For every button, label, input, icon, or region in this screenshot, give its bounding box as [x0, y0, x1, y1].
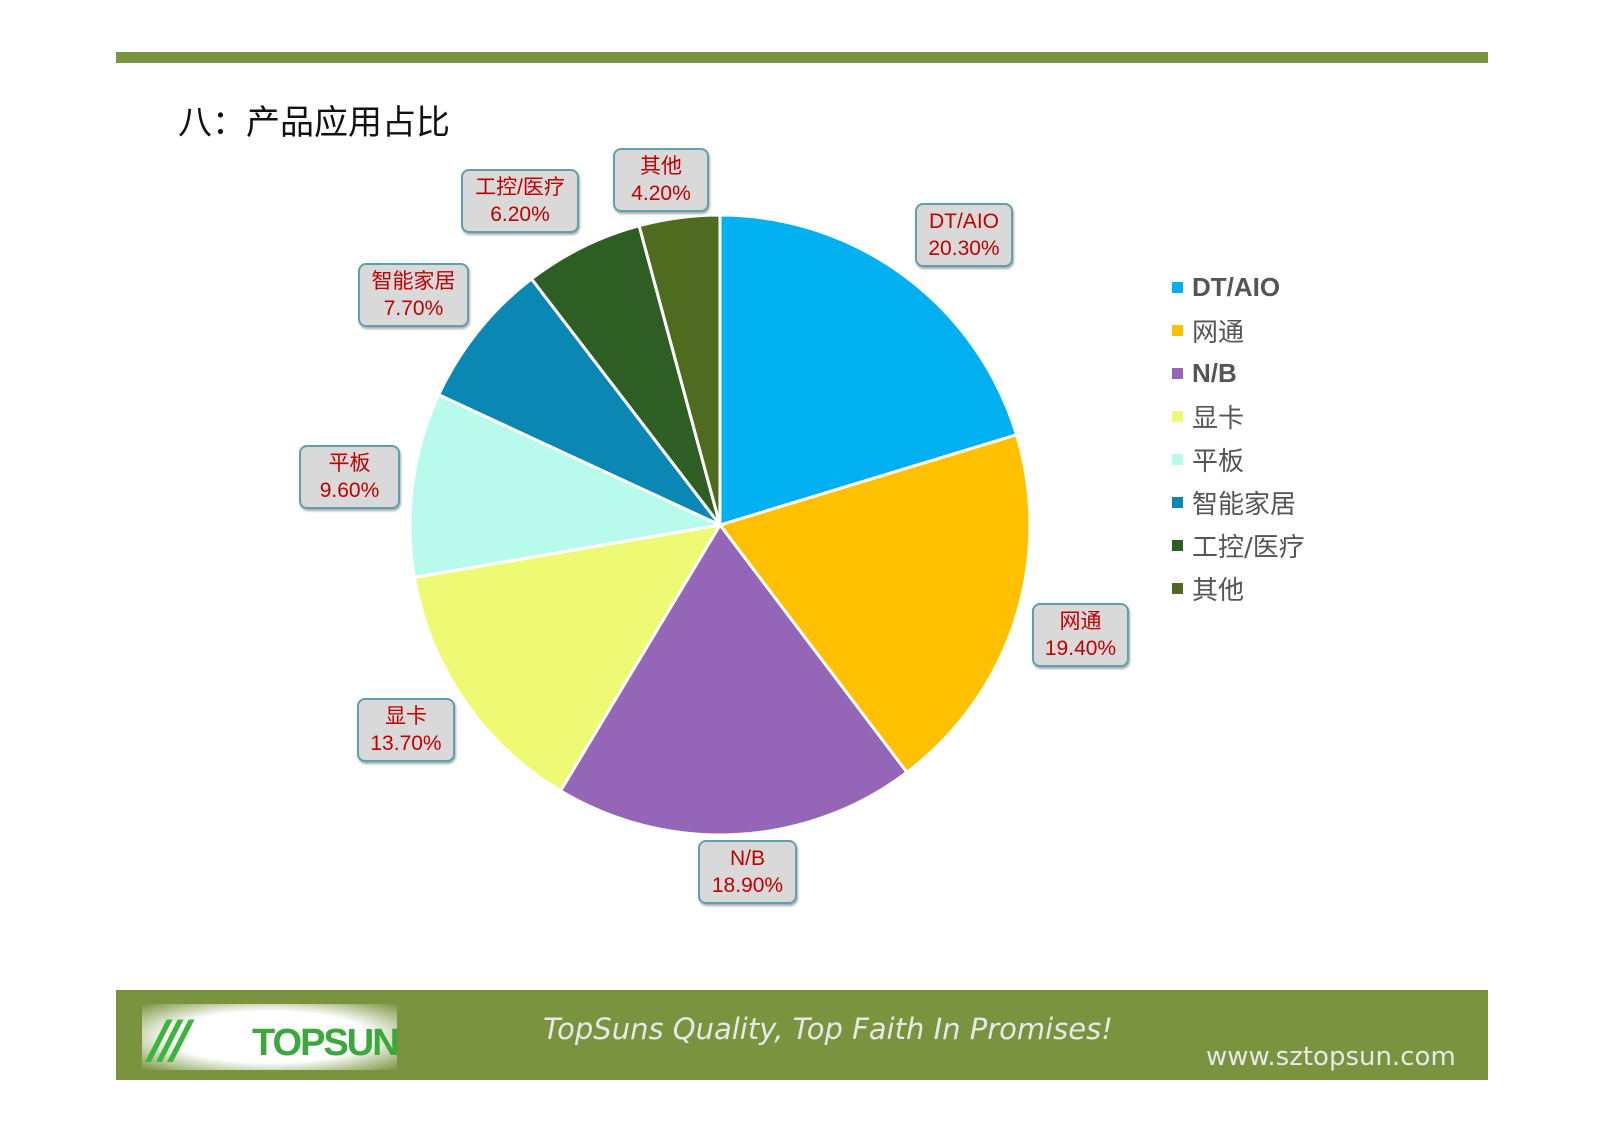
data-label-name: 网通 [1059, 610, 1102, 633]
pie-slice-1 [717, 432, 1032, 775]
top-bar [116, 52, 1488, 63]
legend-item: 显卡 [1172, 395, 1305, 438]
pie-slice-4 [408, 392, 726, 580]
data-label-value: 9.60% [319, 479, 380, 502]
legend-swatch [1172, 282, 1183, 293]
data-label: 其他 4.20% [613, 148, 709, 212]
data-label-value: 13.70% [370, 732, 442, 755]
pie-slice-5 [436, 276, 722, 527]
legend-swatch [1172, 540, 1183, 551]
legend-label: 工控/医疗 [1192, 533, 1305, 563]
data-label-value: 4.20% [631, 182, 691, 205]
data-label-value: 6.20% [490, 203, 550, 226]
legend-swatch [1172, 368, 1183, 379]
legend-item: DT/AIO [1172, 266, 1305, 309]
data-label-name: 其他 [640, 155, 682, 178]
data-label-name: N/B [729, 847, 765, 870]
legend-label: 平板 [1192, 447, 1245, 477]
data-label-name: 平板 [328, 452, 371, 475]
website-url: www.sztopsun.com [1206, 1042, 1456, 1072]
page-title: 八：产品应用占比 [178, 103, 450, 143]
data-label-name: 智能家居 [371, 270, 456, 293]
data-label-value: 19.40% [1044, 637, 1117, 660]
data-label-name: DT/AIO [928, 210, 999, 233]
legend-swatch [1172, 583, 1183, 594]
legend-item: 工控/医疗 [1172, 524, 1305, 567]
data-label: DT/AIO 20.30% [915, 203, 1013, 267]
legend-swatch [1172, 411, 1183, 422]
data-label: 智能家居 7.70% [358, 263, 469, 327]
data-label: 工控/医疗 6.20% [461, 169, 579, 233]
pie-slice-6 [529, 223, 722, 526]
legend-label: DT/AIO [1192, 272, 1281, 302]
legend-label: 显卡 [1192, 404, 1245, 434]
data-label-value: 20.30% [928, 237, 1000, 260]
data-label-name: 显卡 [385, 705, 427, 728]
slogan: TopSuns Quality, Top Faith In Promises! [543, 1012, 1113, 1046]
data-label: 平板 9.60% [299, 445, 400, 509]
legend-item: 其他 [1172, 567, 1305, 610]
legend-item: N/B [1172, 352, 1305, 395]
pie-slice-7 [637, 213, 722, 526]
data-label: N/B 18.90% [698, 840, 797, 904]
data-label-value: 18.90% [711, 874, 784, 897]
data-label-value: 7.70% [383, 297, 444, 320]
legend-item: 平板 [1172, 438, 1305, 481]
pie-slice-0 [718, 213, 1019, 528]
legend-swatch [1172, 325, 1183, 336]
legend-label: 其他 [1192, 576, 1245, 606]
legend-label: N/B [1192, 358, 1237, 388]
legend: DT/AIO 网通 N/B 显卡平板智能家居工控/医疗其他 [1172, 266, 1305, 610]
footer: ///TOPSUN TopSuns Quality, Top Faith In … [116, 990, 1488, 1080]
legend-swatch [1172, 497, 1183, 508]
data-label: 网通 19.40% [1032, 603, 1129, 667]
data-label: 显卡 13.70% [357, 698, 455, 762]
legend-label: 网通 [1192, 318, 1245, 348]
legend-item: 网通 [1172, 309, 1305, 352]
legend-label: 智能家居 [1192, 490, 1297, 520]
data-label-name: 工控/医疗 [475, 176, 565, 199]
legend-swatch [1172, 454, 1183, 465]
topsun-logo: ///TOPSUN [142, 1004, 400, 1070]
legend-item: 智能家居 [1172, 481, 1305, 524]
pie-slice-2 [558, 522, 910, 837]
pie-slice-3 [412, 522, 723, 793]
